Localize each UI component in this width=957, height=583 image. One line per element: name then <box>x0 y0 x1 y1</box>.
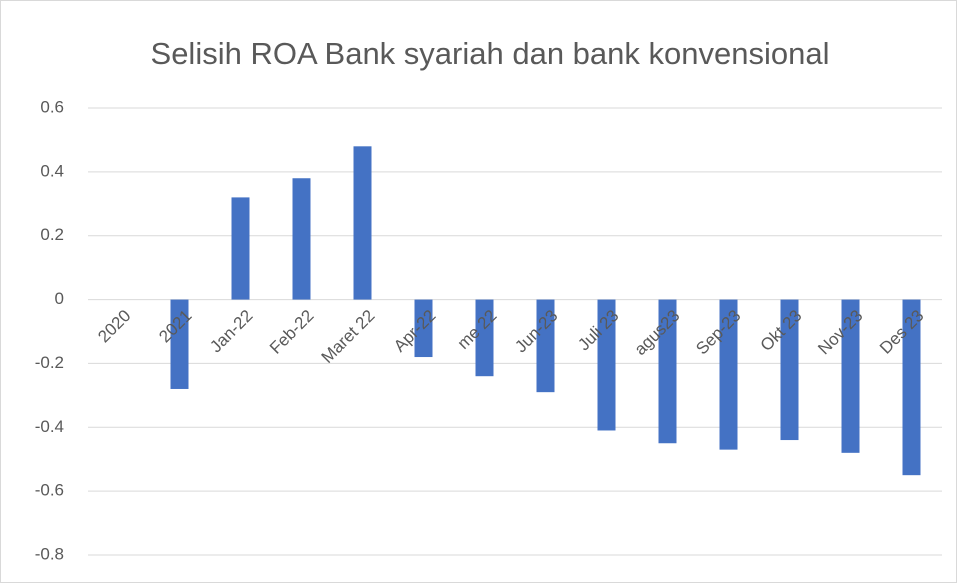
y-tick-label: -0.6 <box>35 481 64 500</box>
bar <box>475 299 494 377</box>
bar <box>719 299 738 450</box>
bar <box>780 299 799 441</box>
y-tick-label: 0.4 <box>40 161 64 180</box>
bar <box>841 299 860 453</box>
chart-title: Selisih ROA Bank syariah dan bank konven… <box>151 36 830 71</box>
bar <box>292 178 311 300</box>
y-tick-label: 0 <box>55 289 64 308</box>
y-tick-label: -0.8 <box>35 544 64 563</box>
bar <box>658 299 677 444</box>
bar <box>170 299 189 389</box>
y-tick-label: -0.2 <box>35 353 64 372</box>
y-tick-label: 0.6 <box>40 97 64 116</box>
bar <box>902 299 921 476</box>
bar <box>536 299 555 393</box>
y-tick-label: -0.4 <box>35 417 64 436</box>
y-tick-label: 0.2 <box>40 225 64 244</box>
bar <box>597 299 616 431</box>
bar <box>353 146 372 300</box>
bar <box>231 197 250 300</box>
bar <box>414 299 433 358</box>
